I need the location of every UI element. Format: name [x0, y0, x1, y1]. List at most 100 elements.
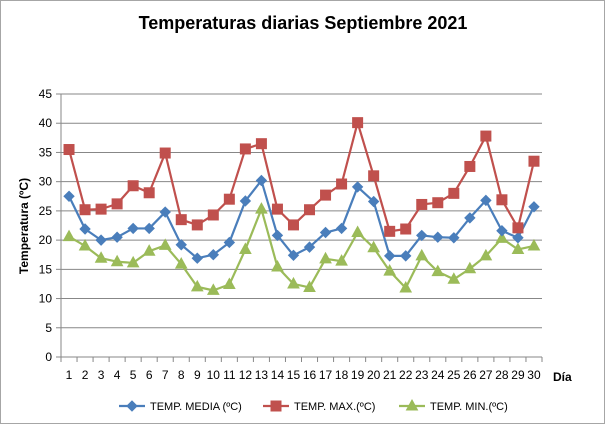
x-tick-label: 12 [239, 368, 253, 382]
data-point [223, 277, 236, 290]
y-tick-label: 30 [39, 175, 53, 189]
data-point [383, 250, 396, 262]
data-point [127, 222, 139, 235]
data-point [287, 219, 299, 231]
data-point [320, 189, 332, 201]
data-point [367, 195, 380, 208]
data-point [271, 259, 284, 272]
data-point [512, 222, 524, 234]
x-tick-label: 3 [98, 368, 105, 382]
data-point [271, 203, 283, 215]
x-tick-label: 16 [303, 368, 317, 382]
legend-marker [270, 400, 282, 412]
data-point [190, 279, 204, 292]
data-point [512, 232, 524, 244]
series-line [68, 208, 535, 292]
x-axis: 1 2 3 4 5 6 7 8 9 10 11 12 13 14 15 16 17 18 19 20 21 22 23 24 2… [60, 357, 543, 382]
data-point [78, 238, 92, 251]
legend-label: TEMP. MIN.(ºC) [430, 401, 508, 413]
y-tick-label: 25 [39, 204, 53, 218]
x-tick-label: 19 [351, 368, 365, 382]
data-point [416, 198, 428, 210]
series-triangle [62, 202, 541, 295]
legend-marker [126, 400, 138, 412]
y-tick-label: 40 [39, 116, 53, 130]
y-tick-label: 45 [39, 87, 53, 101]
data-point [94, 251, 108, 263]
data-point [351, 225, 364, 238]
x-tick-label: 15 [287, 368, 301, 382]
data-point [415, 248, 429, 261]
y-axis-title: Temperatura (ºC) [17, 178, 31, 274]
data-point [158, 238, 172, 250]
x-tick-label: 7 [162, 368, 169, 382]
y-tick-label: 15 [39, 262, 53, 276]
data-point [352, 117, 364, 129]
data-point [303, 280, 316, 292]
series-line [67, 121, 536, 233]
data-point [400, 250, 412, 262]
data-point [110, 254, 124, 267]
data-point [62, 229, 76, 242]
y-tick-label: 35 [39, 145, 53, 159]
x-tick-label: 26 [463, 368, 477, 382]
series-layer [62, 117, 541, 295]
data-point [239, 195, 252, 207]
data-point [95, 234, 107, 246]
data-point [239, 143, 251, 155]
legend: TEMP. MEDIA (ºC) TEMP. MAX.(ºC) TEMP. MIN.… [119, 398, 508, 413]
series-diamond [63, 174, 540, 264]
data-point [495, 231, 509, 243]
y-tick-label: 5 [45, 321, 52, 335]
x-tick-label: 27 [479, 368, 493, 382]
data-point [496, 225, 508, 237]
data-point [463, 261, 477, 274]
x-tick-label: 2 [82, 368, 89, 382]
x-tick-label: 13 [255, 368, 269, 382]
data-point [223, 236, 236, 249]
data-point [464, 160, 476, 172]
x-tick-label: 1 [66, 368, 73, 382]
data-point [79, 223, 91, 235]
data-point [191, 219, 203, 231]
x-tick-label: 29 [511, 368, 525, 382]
data-point [175, 239, 187, 251]
series-square [63, 117, 540, 237]
data-point [335, 222, 348, 235]
x-tick-label: 4 [114, 368, 121, 382]
data-point [142, 244, 156, 256]
data-point [159, 206, 171, 218]
chart-title: Temperaturas diarias Septiembre 2021 [139, 13, 468, 33]
x-tick-label: 25 [447, 368, 461, 382]
x-tick-label: 11 [223, 368, 236, 382]
data-point [384, 225, 396, 237]
data-point [447, 272, 461, 284]
x-tick-label: 20 [367, 368, 381, 382]
legend-entry: TEMP. MEDIA (ºC) [119, 400, 242, 413]
data-point [287, 276, 300, 289]
data-point [399, 280, 413, 293]
legend-label: TEMP. MEDIA (ºC) [150, 401, 242, 413]
data-point [223, 193, 235, 205]
data-point [464, 212, 476, 224]
data-point [303, 241, 316, 253]
x-tick-label: 30 [527, 368, 541, 382]
data-point [207, 249, 220, 261]
data-point [287, 249, 300, 262]
data-point [255, 174, 268, 187]
data-point [432, 231, 444, 243]
x-tick-label: 28 [495, 368, 509, 382]
x-tick-label: 21 [383, 368, 397, 382]
data-point [319, 226, 332, 239]
data-point [432, 197, 444, 209]
data-point [271, 229, 284, 242]
series-line [68, 179, 535, 260]
x-tick-label: 18 [335, 368, 349, 382]
data-point [416, 229, 428, 242]
legend-label: TEMP. MAX.(ºC) [294, 401, 375, 413]
data-point [448, 187, 460, 199]
data-point [400, 223, 412, 235]
data-point [239, 242, 252, 254]
x-tick-label: 6 [146, 368, 153, 382]
